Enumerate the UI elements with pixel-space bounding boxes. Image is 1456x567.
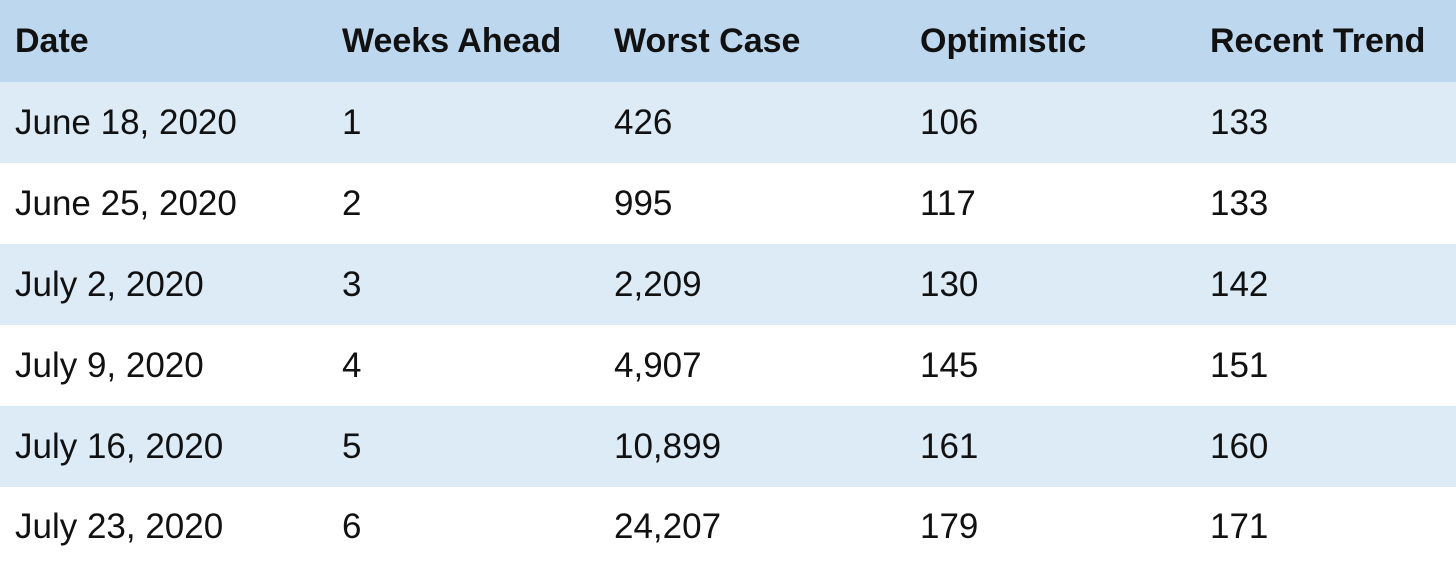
- cell-recent-trend: 133: [1210, 102, 1269, 142]
- cell-worst-case: 426: [614, 102, 673, 142]
- cell-optimistic: 106: [920, 102, 979, 142]
- cell-date: July 9, 2020: [15, 345, 204, 385]
- table-row: July 9, 2020 4 4,907 145 151: [0, 325, 1456, 406]
- cell-optimistic: 130: [920, 264, 979, 304]
- cell-optimistic: 161: [920, 426, 979, 466]
- cell-worst-case: 2,209: [614, 264, 702, 304]
- cell-date: June 25, 2020: [15, 183, 237, 223]
- cell-date: July 23, 2020: [15, 507, 224, 546]
- cell-optimistic: 179: [920, 507, 979, 546]
- cell-recent-trend: 142: [1210, 264, 1269, 304]
- cell-worst-case: 995: [614, 183, 673, 223]
- table-row: June 18, 2020 1 426 106 133: [0, 82, 1456, 163]
- cell-weeks-ahead: 4: [342, 345, 362, 385]
- header-date: Date: [15, 21, 89, 60]
- cell-worst-case: 4,907: [614, 345, 702, 385]
- cell-optimistic: 117: [920, 183, 976, 223]
- cell-weeks-ahead: 3: [342, 264, 362, 304]
- table-row: June 25, 2020 2 995 117 133: [0, 163, 1456, 244]
- cell-recent-trend: 133: [1210, 183, 1269, 223]
- header-weeks-ahead: Weeks Ahead: [342, 21, 562, 60]
- table-header-row: Date Weeks Ahead Worst Case Optimistic R…: [0, 0, 1456, 82]
- header-optimistic: Optimistic: [920, 21, 1087, 60]
- cell-recent-trend: 171: [1210, 507, 1269, 546]
- table-row: July 16, 2020 5 10,899 161 160: [0, 406, 1456, 487]
- cell-recent-trend: 160: [1210, 426, 1269, 466]
- cell-weeks-ahead: 6: [342, 507, 362, 546]
- header-recent-trend: Recent Trend: [1210, 21, 1426, 60]
- cell-weeks-ahead: 5: [342, 426, 362, 466]
- cell-date: June 18, 2020: [15, 102, 237, 142]
- cell-weeks-ahead: 1: [342, 102, 362, 142]
- cell-worst-case: 10,899: [614, 426, 722, 466]
- cell-recent-trend: 151: [1210, 345, 1269, 385]
- table-row: July 2, 2020 3 2,209 130 142: [0, 244, 1456, 325]
- cell-optimistic: 145: [920, 345, 979, 385]
- cell-weeks-ahead: 2: [342, 183, 362, 223]
- cell-worst-case: 24,207: [614, 507, 722, 546]
- cell-date: July 16, 2020: [15, 426, 224, 466]
- header-worst-case: Worst Case: [614, 21, 801, 60]
- cell-date: July 2, 2020: [15, 264, 204, 304]
- table-row: July 23, 2020 6 24,207 179 171: [0, 487, 1456, 567]
